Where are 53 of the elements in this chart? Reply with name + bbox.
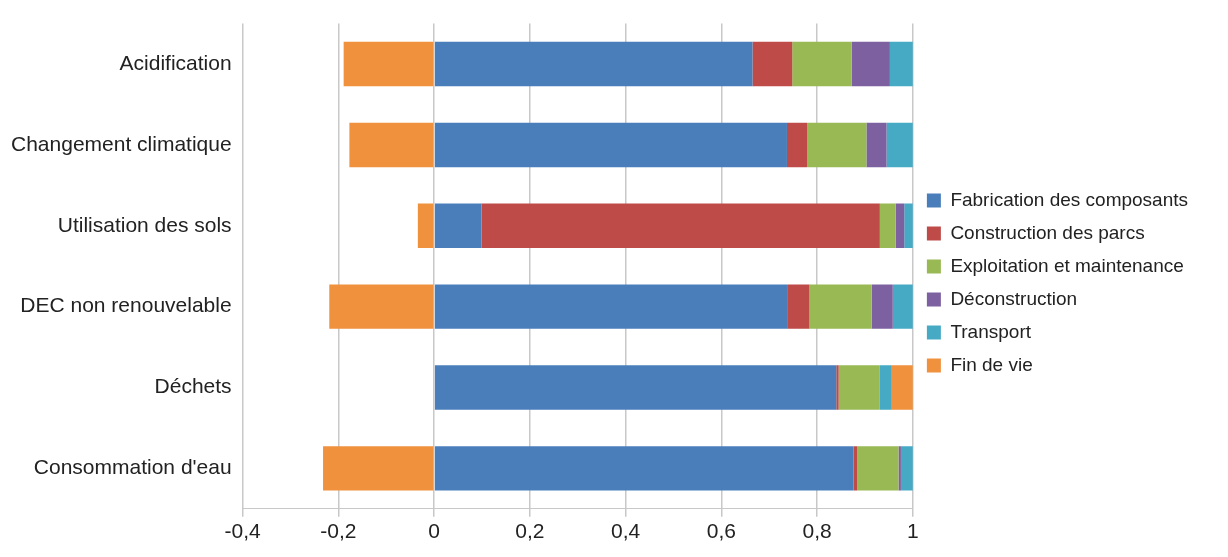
x-tick-label: -0,4 (224, 519, 262, 543)
y-tick-label: Déchets (154, 374, 232, 398)
bar (889, 41, 913, 87)
bar (434, 122, 787, 168)
y-tick-label: DEC non renouvelable (20, 293, 232, 317)
bar (836, 365, 839, 410)
legend-label: Transport (950, 320, 1032, 342)
bar (892, 284, 913, 329)
y-tick-label: Consommation d'eau (33, 455, 232, 479)
bar (434, 203, 482, 249)
bar (866, 122, 887, 168)
bar (417, 203, 434, 249)
bar (879, 203, 896, 249)
legend-label: Fin de vie (950, 353, 1033, 375)
x-tick-label: 1 (907, 519, 919, 543)
x-tick-label: 0,6 (706, 519, 736, 543)
bar (886, 122, 913, 168)
legend-label: Exploitation et maintenance (950, 254, 1184, 276)
x-tick-label: 0,2 (515, 519, 545, 543)
bar (900, 446, 913, 491)
x-tick-label: -0,2 (320, 519, 357, 543)
bar (481, 203, 880, 249)
bar (349, 122, 434, 168)
x-tick-label: 0,4 (611, 519, 641, 543)
bar (323, 446, 434, 491)
bar (851, 41, 890, 87)
bar (895, 203, 905, 249)
legend-label: Construction des parcs (950, 221, 1145, 243)
bar (434, 41, 753, 87)
bar (752, 41, 793, 87)
bar (838, 365, 880, 410)
bar (787, 284, 810, 329)
y-tick-label: Changement climatique (11, 131, 232, 155)
bar (904, 203, 913, 249)
bar (792, 41, 852, 87)
x-tick-label: 0,8 (802, 519, 832, 543)
bar (809, 284, 872, 329)
bar (434, 284, 788, 329)
bar (329, 284, 434, 329)
bar (879, 365, 892, 410)
bar (871, 284, 893, 329)
y-tick-label: Acidification (119, 50, 232, 74)
bar (891, 365, 913, 410)
bar (434, 446, 854, 491)
x-tick-label: 0 (428, 519, 440, 543)
bar (807, 122, 867, 168)
y-tick-label: Utilisation des sols (57, 212, 232, 236)
legend-label: Fabrication des composants (950, 188, 1188, 210)
bar (434, 365, 837, 410)
bar (786, 122, 808, 168)
bar (857, 446, 899, 491)
bar (343, 41, 434, 87)
legend-label: Déconstruction (950, 287, 1078, 309)
